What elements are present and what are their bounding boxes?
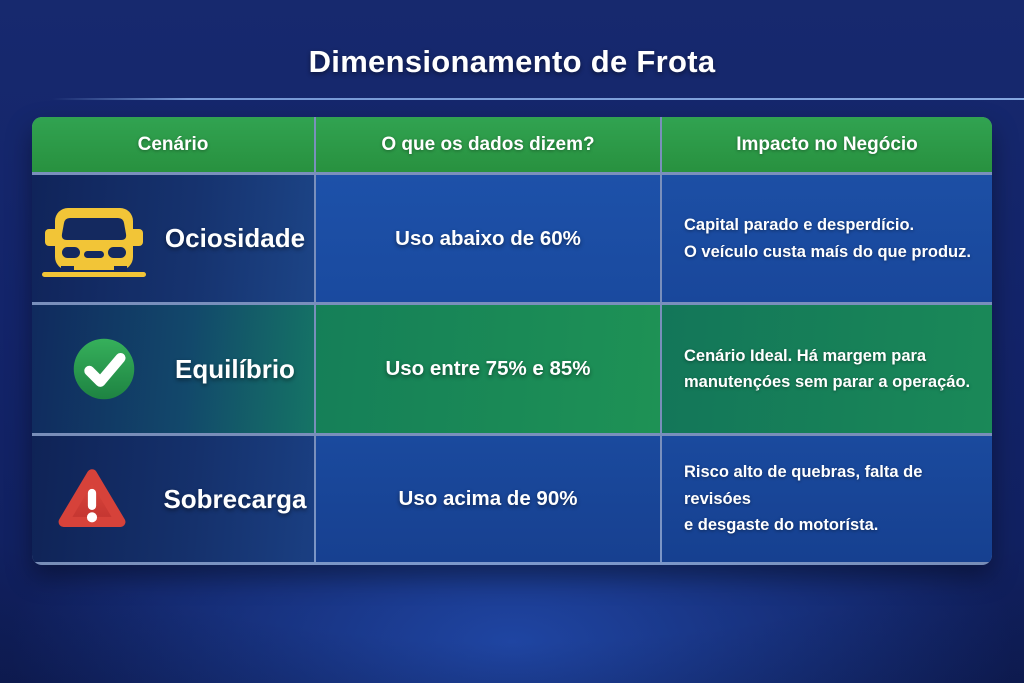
impact-text-line: Risco alto de quebras, falta de revisóes [684, 463, 923, 508]
table-row-equilibrio-data-cell: Uso entre 75% e 85% [316, 305, 660, 433]
title-divider [52, 98, 1024, 100]
page-title: Dimensionamento de Frota [308, 44, 716, 79]
table-row-equilibrio-scenario-cell: Equilíbrio [32, 305, 314, 433]
scenario-label: Equilíbrio [175, 353, 295, 384]
fleet-table: Cenário O que os dados dizem? Impacto no… [32, 117, 992, 565]
impact-text-line: e desgaste do motorísta. [684, 516, 879, 535]
table-row-sobrecarga-scenario-cell: Sobrecarga [32, 436, 314, 562]
impact-text-line: O veículo custa maís do que produz. [684, 242, 971, 261]
table-row-sobrecarga-data-cell: Uso acima de 90% [316, 436, 660, 562]
scenario-label: Ociosidade [164, 223, 306, 253]
table-row-sobrecarga-impact-cell: Risco alto de quebras, falta de revisóes… [662, 436, 992, 562]
scenario-label: Sobrecarga [163, 483, 307, 514]
impact-text-line: manutençóes sem parar a operaçáo. [684, 373, 971, 391]
table-row-ociosidade-impact-cell: Capital parado e desperdício. O veículo … [662, 175, 992, 302]
impact-text-line: Cenário Ideal. Há margem para [684, 346, 927, 365]
warning-icon [39, 466, 145, 532]
column-header-cenario: Cenário [32, 117, 314, 172]
column-header-dados: O que os dados dizem? [316, 117, 660, 172]
table-row-ociosidade-scenario-cell: Ociosidade [32, 175, 314, 302]
impact-text-line: Capital parado e desperdício. [684, 216, 915, 235]
table-row-equilibrio-impact-cell: Cenário Ideal. Há margem para manutençóe… [662, 305, 992, 433]
car-icon [41, 195, 147, 283]
table-row-ociosidade-data-cell: Uso abaixo de 60% [316, 175, 660, 302]
check-icon [51, 336, 157, 402]
column-header-impacto: Impacto no Negócio [662, 117, 992, 172]
